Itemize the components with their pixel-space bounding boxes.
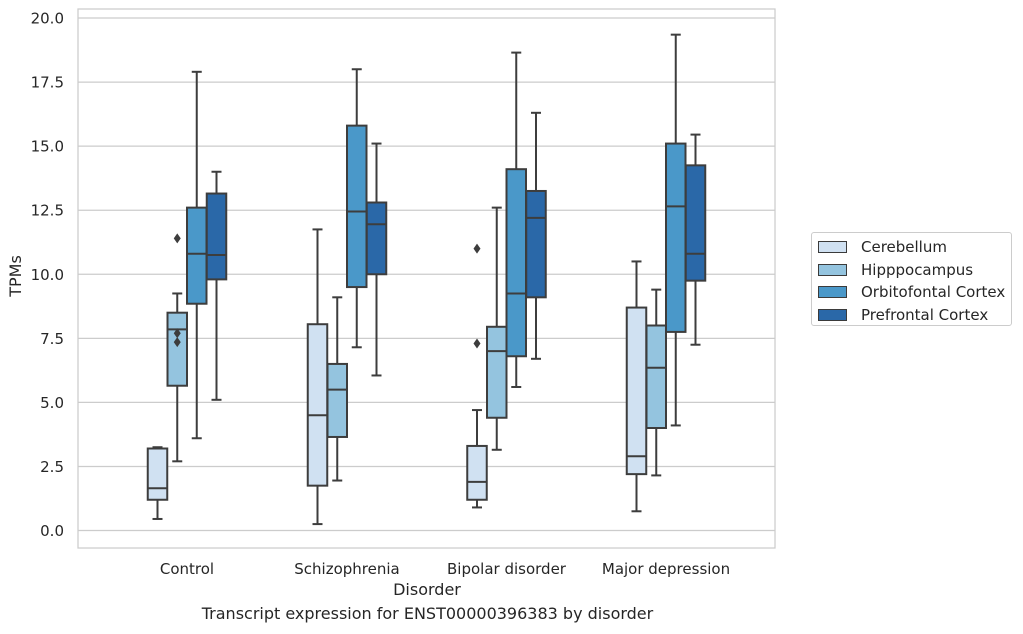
iqr-box [205,192,228,281]
y-tick-label: 15.0 [31,138,64,156]
box-cerebellum-3 [625,260,648,513]
iqr-box [346,124,368,289]
legend: Cerebellum Hipppocampus Orbitofontal Cor… [811,232,1012,326]
box-cerebellum-0 [146,446,169,520]
legend-item-prefrontal: Prefrontal Cortex [818,304,1011,327]
iqr-box [645,324,667,429]
y-tick-label: 20.0 [31,10,64,28]
plot-frame [77,8,776,549]
box-hipppocampus-2 [486,206,508,451]
legend-swatch-hippocampus [818,263,847,276]
legend-label-orbitofrontal: Orbitofontal Cortex [861,283,1006,302]
y-tick-label: 10.0 [31,266,64,284]
box-orbitofontal-cortex-0 [186,70,208,440]
box-prefrontal-cortex-2 [525,111,547,360]
x-tick-label: Control [160,560,214,578]
y-tick-label: 17.5 [31,74,64,92]
outlier-point [173,328,181,339]
x-tick-label: Major depression [602,560,730,578]
iqr-box [486,325,508,419]
box-hipppocampus-1 [326,296,348,482]
iqr-box [365,201,388,276]
outlier-point [173,337,181,348]
outlier-point [473,338,481,349]
iqr-box [684,164,707,282]
y-tick-label: 2.5 [40,458,64,476]
y-tick-label: 5.0 [40,394,64,412]
box-series [146,33,707,526]
chart-caption: Transcript expression for ENST0000039638… [201,604,654,623]
iqr-box [505,168,527,358]
y-tick-label: 7.5 [40,330,64,348]
box-orbitofontal-cortex-3 [665,33,687,427]
legend-item-orbitofrontal: Orbitofontal Cortex [818,281,1011,304]
y-axis-label: TPMs [6,255,25,298]
legend-item-cerebellum: Cerebellum [818,236,1011,259]
box-hipppocampus-0 [166,233,188,463]
iqr-box [466,444,488,501]
legend-swatch-cerebellum [818,241,847,254]
iqr-box [306,323,329,487]
iqr-box [186,206,208,305]
y-tick-label: 12.5 [31,202,64,220]
x-tick-label: Schizophrenia [294,560,399,578]
iqr-box [665,142,687,333]
iqr-box [625,306,648,476]
iqr-box [326,362,348,438]
iqr-box [525,189,547,299]
iqr-box [166,311,188,387]
legend-label-hippocampus: Hipppocampus [861,260,974,279]
x-tick-label: Bipolar disorder [447,560,567,578]
legend-swatch-orbitofrontal [818,286,847,299]
box-orbitofontal-cortex-2 [505,51,527,388]
legend-label-prefrontal: Prefrontal Cortex [861,305,989,324]
legend-swatch-prefrontal [818,308,847,321]
box-cerebellum-2 [466,243,488,509]
legend-item-hippocampus: Hipppocampus [818,259,1011,282]
y-tick-labels: 0.0 2.5 5.0 7.5 10.0 12.5 15.0 17.5 20.0 [31,10,64,541]
x-tick-labels: Control Schizophrenia Bipolar disorder Majo… [160,560,730,578]
legend-label-cerebellum: Cerebellum [861,238,947,257]
y-tick-label: 0.0 [40,522,64,540]
box-prefrontal-cortex-0 [205,170,228,401]
box-hipppocampus-3 [645,288,667,477]
box-cerebellum-1 [306,228,329,526]
iqr-box [146,447,169,501]
outlier-point [173,233,181,244]
box-prefrontal-cortex-3 [684,133,707,346]
x-axis-label: Disorder [393,580,461,599]
box-prefrontal-cortex-1 [365,142,388,377]
box-orbitofontal-cortex-1 [346,68,368,349]
outlier-point [473,243,481,254]
